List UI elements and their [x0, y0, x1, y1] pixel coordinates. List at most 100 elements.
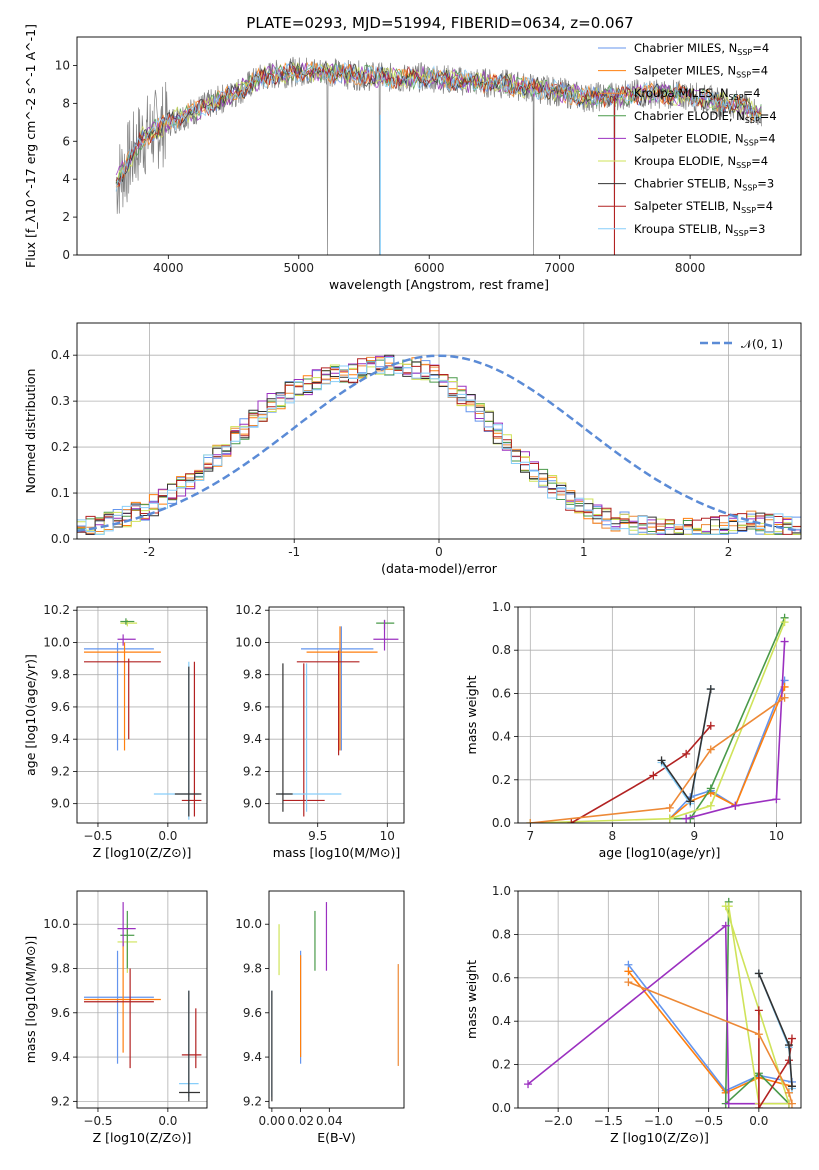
x-axis-label: Z [log10(Z/Z⊙)] — [93, 1130, 192, 1145]
y-tick-label: 9.4 — [243, 1050, 262, 1064]
x-tick-label: 9.5 — [308, 829, 327, 843]
plot-area — [115, 56, 762, 255]
y-tick-label: 9.0 — [51, 797, 70, 811]
axes-frame — [268, 890, 405, 1109]
x-axis-label: age [log10(age/yr)] — [599, 845, 721, 860]
weight-line — [758, 1010, 793, 1108]
y-tick-label: 0.1 — [51, 486, 70, 500]
weight-marker — [787, 1099, 796, 1108]
weight-marker — [787, 1082, 796, 1091]
x-tick-label: -2 — [143, 545, 155, 559]
x-tick-label: 7 — [526, 829, 534, 843]
y-axis-label: mass weight — [464, 675, 479, 754]
panel-residuals: -2 -1 0 1 2 0.0 0.1 0.2 0.3 0.4 (data-model)/error… — [23, 322, 802, 576]
legend-label: Chabrier STELIB, NSSP=3 — [634, 177, 774, 193]
y-tick-label: 9.4 — [51, 732, 70, 746]
legend-label: Kroupa MILES, NSSP=4 — [634, 86, 760, 102]
weight-marker — [772, 795, 781, 804]
x-tick-label: 5000 — [283, 261, 314, 275]
panel-spectrum: 4000 5000 6000 7000 8000 0 2 4 6 8 10 wavelength [A… — [23, 24, 802, 292]
weight-marker — [784, 1088, 793, 1097]
y-tick-label: 0 — [62, 248, 70, 262]
residual-histogram — [77, 354, 801, 535]
y-tick-label: 9.2 — [243, 1094, 262, 1108]
y-axis-label: Normed distribution — [23, 369, 38, 494]
y-tick-label: 9.6 — [51, 1006, 70, 1020]
y-tick-label: 10.0 — [43, 635, 70, 649]
weight-line — [724, 905, 791, 1105]
x-tick-label: -1 — [288, 545, 300, 559]
weight-marker — [665, 814, 674, 823]
weight-marker — [665, 803, 674, 812]
weight-marker — [649, 771, 658, 780]
x-tick-label: −1.0 — [644, 1114, 673, 1128]
x-axis-label: (data-model)/error — [381, 561, 498, 576]
weight-marker — [567, 819, 576, 823]
x-tick-label: 10 — [380, 829, 395, 843]
x-tick-label: 0.04 — [316, 1114, 343, 1128]
weight-marker — [524, 1080, 533, 1089]
y-tick-label: 10.0 — [235, 635, 262, 649]
weight-marker — [706, 685, 715, 694]
y-tick-label: 9.0 — [243, 797, 262, 811]
weight-marker — [706, 801, 715, 810]
weight-marker — [731, 801, 740, 810]
weight-line — [660, 688, 712, 806]
legend-label: Salpeter STELIB, NSSP=4 — [634, 199, 773, 215]
plot-area — [269, 607, 404, 823]
weight-marker — [780, 693, 789, 702]
weight-line — [627, 964, 793, 1092]
plot-area — [518, 891, 801, 1108]
weight-marker — [784, 1041, 793, 1050]
x-tick-label: 0.0 — [749, 1114, 768, 1128]
plot-area — [271, 902, 399, 1102]
plot-area — [77, 607, 207, 823]
y-tick-label: 0.6 — [492, 686, 511, 700]
panel-mass-weight-vs-Z: −2.0 −1.5 −1.0 −0.5 0.0 0.0 0.2 0.4 0.6 0.8 1.0 Z [… — [464, 884, 802, 1145]
y-tick-label: 0.8 — [492, 927, 511, 941]
y-tick-label: 0.0 — [492, 816, 511, 830]
y-tick-label: 9.6 — [243, 700, 262, 714]
y-tick-label: 9.2 — [51, 764, 70, 778]
y-tick-label: 0.8 — [492, 643, 511, 657]
y-tick-label: 10.2 — [235, 603, 262, 617]
weight-line — [685, 641, 786, 820]
y-tick-label: 0.2 — [492, 1058, 511, 1072]
x-tick-label: 9 — [691, 829, 699, 843]
axes-frame — [76, 606, 208, 824]
legend-label: 𝒩(0, 1) — [741, 337, 783, 351]
plot-area — [77, 323, 801, 539]
y-tick-label: 0.2 — [51, 440, 70, 454]
legend-label: Salpeter ELODIE, NSSP=4 — [634, 131, 776, 147]
y-tick-label: 9.4 — [51, 1050, 70, 1064]
model-spectrum — [115, 62, 762, 192]
gaussian-curve — [77, 354, 801, 533]
y-tick-label: 0.4 — [492, 1014, 511, 1028]
weight-marker — [686, 797, 695, 806]
weight-line — [570, 725, 712, 823]
y-tick-label: 1.0 — [492, 600, 511, 614]
y-tick-label: 9.8 — [51, 962, 70, 976]
axes-frame — [76, 36, 802, 256]
y-tick-label: 0.2 — [492, 773, 511, 787]
residual-histogram — [77, 357, 801, 535]
y-tick-label: 10 — [55, 58, 70, 72]
x-tick-label: 0.0 — [158, 1114, 177, 1128]
legend-label: Chabrier ELODIE, NSSP=4 — [634, 109, 777, 125]
x-axis-label: E(B-V) — [317, 1130, 356, 1145]
x-tick-label: −0.5 — [694, 1114, 723, 1128]
x-axis-label: Z [log10(Z/Z⊙)] — [610, 1130, 709, 1145]
x-axis-label: wavelength [Angstrom, rest frame] — [329, 277, 549, 292]
x-tick-label: 0.02 — [287, 1114, 314, 1128]
figure-title: PLATE=0293, MJD=51994, FIBERID=0634, z=0… — [246, 14, 633, 32]
x-tick-label: 1 — [580, 545, 588, 559]
axes-frame — [76, 890, 208, 1109]
panel-mass-vs-Z: −0.5 0.0 9.2 9.4 9.6 9.8 10.0 Z [log10(Z/Z⊙)] ma… — [23, 890, 208, 1145]
y-tick-label: 2 — [62, 210, 70, 224]
weight-marker — [754, 1006, 763, 1015]
panel-mass-vs-EBV: 0.00 0.02 0.04 9.2 9.4 9.6 9.8 10.0 E(B-V) — [235, 890, 405, 1145]
weight-marker — [754, 969, 763, 978]
x-tick-label: 0.00 — [259, 1114, 286, 1128]
weight-marker — [754, 1030, 763, 1039]
weight-line — [530, 621, 786, 823]
